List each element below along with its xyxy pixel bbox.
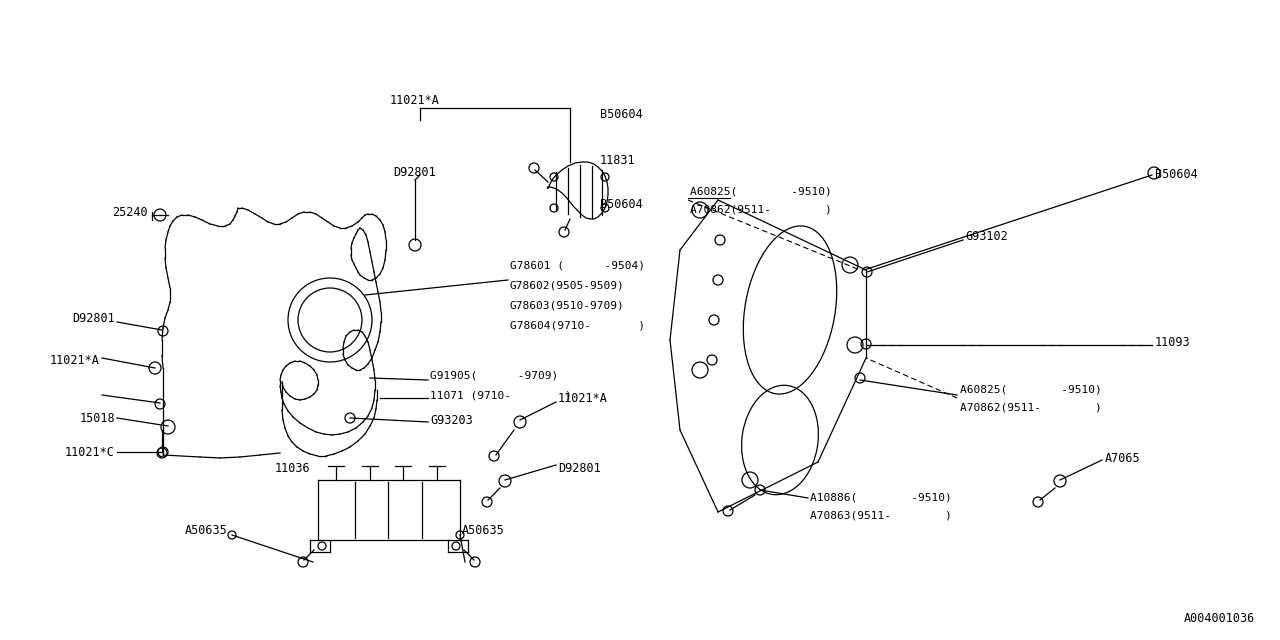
Text: G93203: G93203 xyxy=(430,413,472,426)
Text: 11021*A: 11021*A xyxy=(558,392,608,404)
Text: D92801: D92801 xyxy=(558,461,600,474)
Text: 15018: 15018 xyxy=(79,412,115,424)
Text: G78602(9505-9509): G78602(9505-9509) xyxy=(509,280,625,290)
Text: B50604: B50604 xyxy=(600,198,643,211)
Text: A50635: A50635 xyxy=(462,524,504,536)
Text: A50635: A50635 xyxy=(186,524,228,536)
Text: 11036: 11036 xyxy=(274,461,310,474)
Text: D92801: D92801 xyxy=(394,166,436,179)
Text: G78604(9710-       ): G78604(9710- ) xyxy=(509,320,645,330)
Text: 11093: 11093 xyxy=(1155,335,1190,349)
Text: 11071 (9710-        ): 11071 (9710- ) xyxy=(430,390,572,400)
Text: A70862(9511-        ): A70862(9511- ) xyxy=(960,403,1102,413)
Text: A7065: A7065 xyxy=(1105,451,1140,465)
Text: A60825(        -9510): A60825( -9510) xyxy=(960,385,1102,395)
Text: 11021*A: 11021*A xyxy=(390,93,440,106)
Text: G93102: G93102 xyxy=(965,230,1007,243)
Text: 11831: 11831 xyxy=(600,154,636,166)
Text: G91905(      -9709): G91905( -9709) xyxy=(430,370,558,380)
Text: A60825(        -9510): A60825( -9510) xyxy=(690,187,832,197)
Text: A70862(9511-        ): A70862(9511- ) xyxy=(690,205,832,215)
Text: A70863(9511-        ): A70863(9511- ) xyxy=(810,511,952,521)
Text: A10886(        -9510): A10886( -9510) xyxy=(810,493,952,503)
Text: B50604: B50604 xyxy=(1155,168,1198,182)
Text: 11021*C: 11021*C xyxy=(65,445,115,458)
Text: G78603(9510-9709): G78603(9510-9709) xyxy=(509,300,625,310)
Text: 11021*A: 11021*A xyxy=(50,353,100,367)
Text: B50604: B50604 xyxy=(600,109,643,122)
Text: 25240: 25240 xyxy=(113,205,148,218)
Text: D92801: D92801 xyxy=(72,312,115,324)
Text: G78601 (      -9504): G78601 ( -9504) xyxy=(509,260,645,270)
Text: A004001036: A004001036 xyxy=(1184,611,1254,625)
